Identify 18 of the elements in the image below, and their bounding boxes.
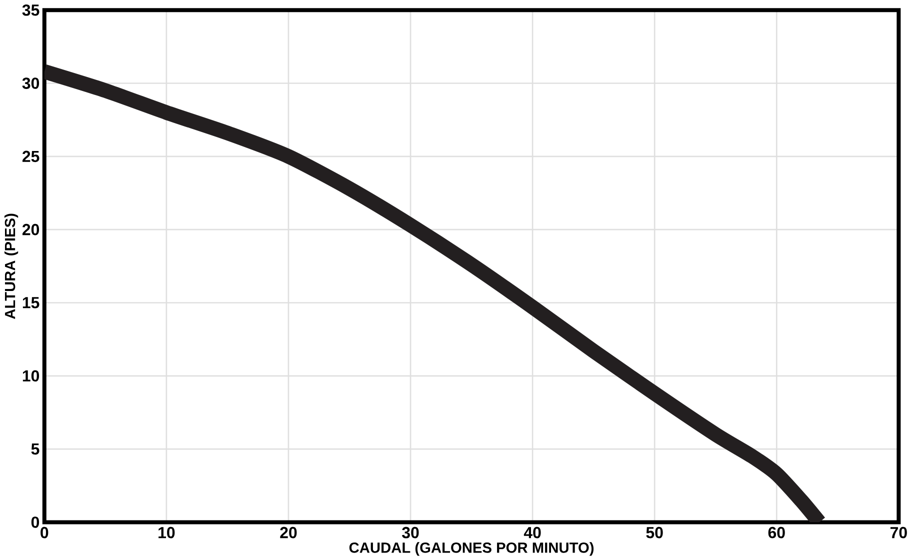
- x-tick-label: 30: [402, 526, 419, 538]
- y-tick-label: 10: [22, 370, 40, 382]
- y-tick-label: 25: [22, 150, 40, 162]
- x-tick-label: 20: [280, 526, 297, 538]
- y-tick-label: 5: [31, 443, 40, 455]
- y-tick-label: 0: [31, 516, 40, 528]
- y-tick-label: 20: [22, 224, 40, 236]
- x-tick-label: 50: [646, 526, 663, 538]
- x-tick-label: 0: [40, 526, 48, 538]
- y-axis-title: ALTURA (PIES): [4, 214, 18, 319]
- x-tick-label: 40: [524, 526, 541, 538]
- y-tick-label: 35: [22, 4, 40, 16]
- y-tick-label: 30: [22, 78, 40, 89]
- y-tick-label: 15: [22, 297, 40, 308]
- x-tick-label: 70: [890, 526, 907, 538]
- x-tick-label: 60: [768, 526, 785, 538]
- x-tick-label: 10: [158, 526, 175, 538]
- x-axis-title: CAUDAL (GALONES POR MINUTO): [349, 542, 594, 556]
